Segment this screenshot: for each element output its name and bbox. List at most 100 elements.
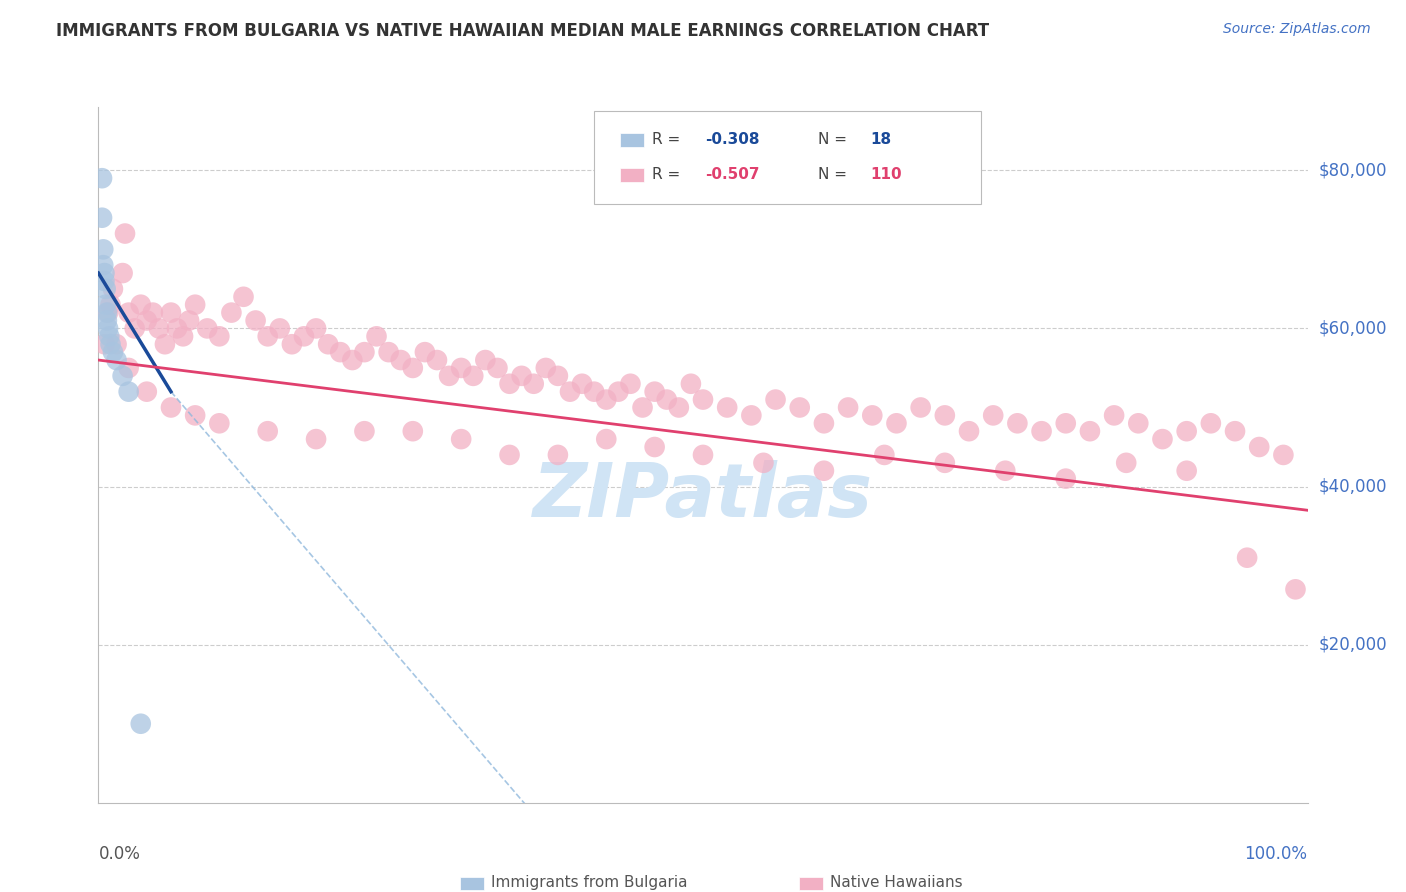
Point	[692, 448, 714, 462]
Point	[1199, 417, 1222, 431]
Point	[208, 417, 231, 431]
FancyBboxPatch shape	[620, 134, 644, 147]
Point	[101, 282, 124, 296]
Point	[98, 329, 121, 343]
Point	[1175, 424, 1198, 438]
Point	[172, 329, 194, 343]
Point	[153, 337, 176, 351]
Point	[269, 321, 291, 335]
Point	[740, 409, 762, 423]
Point	[934, 456, 956, 470]
Point	[510, 368, 533, 383]
Text: 18: 18	[870, 132, 891, 147]
Point	[118, 361, 141, 376]
Point	[342, 353, 364, 368]
Point	[619, 376, 641, 391]
Text: 100.0%: 100.0%	[1244, 845, 1308, 863]
Text: 110: 110	[870, 167, 901, 182]
Point	[1078, 424, 1101, 438]
Text: IMMIGRANTS FROM BULGARIA VS NATIVE HAWAIIAN MEDIAN MALE EARNINGS CORRELATION CHA: IMMIGRANTS FROM BULGARIA VS NATIVE HAWAI…	[56, 22, 990, 40]
Point	[91, 211, 114, 225]
Point	[305, 432, 328, 446]
Point	[474, 353, 496, 368]
Point	[813, 417, 835, 431]
Text: -0.308: -0.308	[706, 132, 759, 147]
Point	[571, 376, 593, 391]
Point	[232, 290, 254, 304]
Point	[124, 321, 146, 335]
Point	[129, 298, 152, 312]
Point	[93, 337, 115, 351]
Point	[558, 384, 581, 399]
Point	[692, 392, 714, 407]
Point	[644, 440, 666, 454]
Point	[1284, 582, 1306, 597]
Text: $20,000: $20,000	[1319, 636, 1388, 654]
Point	[305, 321, 328, 335]
Point	[655, 392, 678, 407]
Point	[129, 716, 152, 731]
Point	[195, 321, 218, 335]
Text: Native Hawaiians: Native Hawaiians	[830, 875, 963, 890]
Text: -0.507: -0.507	[706, 167, 759, 182]
Point	[316, 337, 339, 351]
FancyBboxPatch shape	[460, 877, 484, 890]
Point	[93, 274, 115, 288]
Text: ZIPatlas: ZIPatlas	[533, 460, 873, 533]
Point	[97, 321, 120, 335]
Point	[160, 305, 183, 319]
Point	[118, 384, 141, 399]
Point	[498, 376, 520, 391]
Point	[105, 337, 128, 351]
Point	[595, 432, 617, 446]
Point	[111, 266, 134, 280]
Point	[91, 171, 114, 186]
Point	[934, 409, 956, 423]
Point	[208, 329, 231, 343]
FancyBboxPatch shape	[595, 111, 981, 204]
Point	[1236, 550, 1258, 565]
Text: $60,000: $60,000	[1319, 319, 1388, 337]
Point	[111, 368, 134, 383]
Point	[118, 305, 141, 319]
FancyBboxPatch shape	[799, 877, 823, 890]
Point	[547, 368, 569, 383]
Point	[752, 456, 775, 470]
Point	[353, 345, 375, 359]
Point	[101, 345, 124, 359]
Point	[765, 392, 787, 407]
Point	[1031, 424, 1053, 438]
Point	[100, 298, 122, 312]
Point	[142, 305, 165, 319]
Point	[631, 401, 654, 415]
Point	[184, 409, 207, 423]
Point	[94, 282, 117, 296]
Point	[135, 313, 157, 327]
Point	[547, 448, 569, 462]
FancyBboxPatch shape	[620, 169, 644, 182]
Point	[463, 368, 485, 383]
Point	[534, 361, 557, 376]
Point	[96, 313, 118, 327]
Point	[994, 464, 1017, 478]
Point	[450, 361, 472, 376]
Point	[1115, 456, 1137, 470]
Point	[402, 424, 425, 438]
Point	[450, 432, 472, 446]
Point	[100, 337, 122, 351]
Point	[377, 345, 399, 359]
Text: Immigrants from Bulgaria: Immigrants from Bulgaria	[492, 875, 688, 890]
Text: 0.0%: 0.0%	[98, 845, 141, 863]
Point	[94, 298, 117, 312]
Point	[148, 321, 170, 335]
Point	[1054, 472, 1077, 486]
Point	[281, 337, 304, 351]
Point	[105, 353, 128, 368]
Point	[221, 305, 243, 319]
Point	[981, 409, 1004, 423]
Point	[1054, 417, 1077, 431]
Point	[873, 448, 896, 462]
Point	[96, 305, 118, 319]
Point	[716, 401, 738, 415]
Point	[595, 392, 617, 407]
